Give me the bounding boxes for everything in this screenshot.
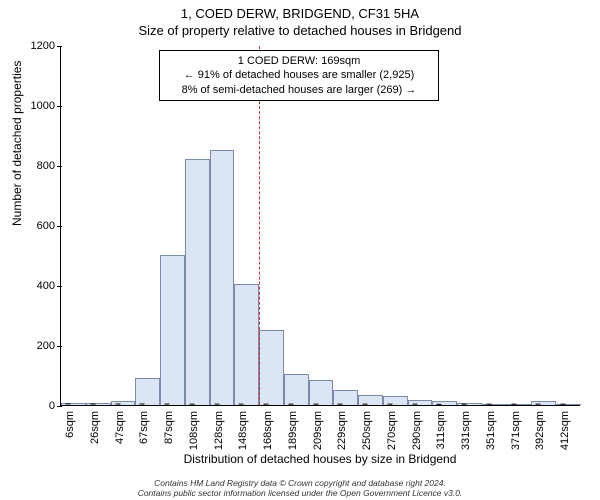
info-line-1: 1 COED DERW: 169sqm	[168, 54, 430, 68]
x-tick: 331sqm	[460, 405, 472, 450]
y-tick: 1000	[21, 100, 61, 112]
x-tick: 87sqm	[163, 405, 175, 444]
histogram-bar	[284, 374, 309, 406]
histogram-bar	[259, 330, 284, 405]
footer-line-2: Contains public sector information licen…	[0, 488, 600, 498]
y-tick: 1200	[21, 40, 61, 52]
plot-area: 1 COED DERW: 169sqm ← 91% of detached ho…	[60, 46, 580, 406]
info-line-3: 8% of semi-detached houses are larger (2…	[168, 83, 430, 97]
histogram-bar	[160, 255, 185, 405]
x-tick: 189sqm	[287, 405, 299, 450]
x-tick: 392sqm	[534, 405, 546, 450]
x-tick: 108sqm	[188, 405, 200, 450]
histogram-bar	[234, 284, 259, 406]
histogram-bar	[309, 380, 334, 406]
x-tick: 371sqm	[510, 405, 522, 450]
footer-attribution: Contains HM Land Registry data © Crown c…	[0, 478, 600, 500]
x-tick: 128sqm	[213, 405, 225, 450]
x-axis-label: Distribution of detached houses by size …	[60, 452, 580, 466]
x-tick: 6sqm	[64, 405, 76, 438]
y-tick: 600	[21, 220, 61, 232]
histogram-bar	[210, 150, 235, 405]
y-tick: 200	[21, 340, 61, 352]
chart-title-sub: Size of property relative to detached ho…	[0, 21, 600, 38]
x-tick: 26sqm	[89, 405, 101, 444]
x-tick: 290sqm	[411, 405, 423, 450]
histogram-bar	[185, 159, 210, 405]
info-box: 1 COED DERW: 169sqm ← 91% of detached ho…	[159, 50, 439, 101]
x-tick: 351sqm	[485, 405, 497, 450]
info-line-2: ← 91% of detached houses are smaller (2,…	[168, 68, 430, 82]
x-tick: 270sqm	[386, 405, 398, 450]
y-axis-label: Number of detached properties	[10, 61, 24, 226]
histogram-bar	[135, 378, 160, 405]
x-tick: 311sqm	[435, 405, 447, 449]
x-tick: 250sqm	[361, 405, 373, 450]
footer-line-1: Contains HM Land Registry data © Crown c…	[0, 478, 600, 488]
chart-title-main: 1, COED DERW, BRIDGEND, CF31 5HA	[0, 0, 600, 21]
y-tick: 800	[21, 160, 61, 172]
x-tick: 412sqm	[559, 405, 571, 450]
chart-container: 1, COED DERW, BRIDGEND, CF31 5HA Size of…	[0, 0, 600, 500]
x-tick: 148sqm	[237, 405, 249, 450]
y-tick: 400	[21, 280, 61, 292]
x-tick: 67sqm	[138, 405, 150, 444]
x-tick: 209sqm	[312, 405, 324, 450]
x-tick: 47sqm	[114, 405, 126, 444]
x-tick: 168sqm	[262, 405, 274, 450]
y-tick: 0	[21, 400, 61, 412]
x-tick: 229sqm	[336, 405, 348, 450]
